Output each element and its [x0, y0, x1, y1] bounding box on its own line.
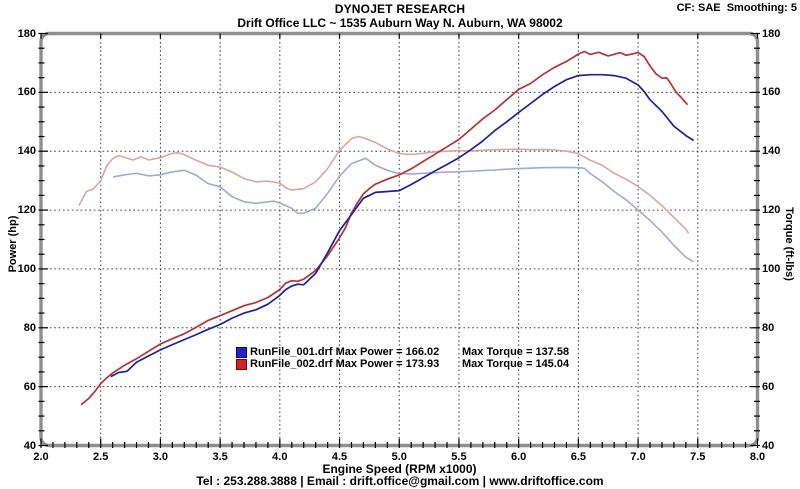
torque-axis-label: Torque (ft-lbs): [783, 207, 795, 281]
x-tick-label: 5.0: [391, 451, 407, 463]
y-tick-label-power: 120: [17, 204, 36, 217]
x-tick-label: 5.5: [451, 451, 467, 463]
y-tick-label-torque: 160: [762, 86, 781, 99]
x-tick-label: 3.0: [152, 451, 169, 463]
correction-smoothing-label: CF: SAE Smoothing: 5: [676, 2, 797, 14]
x-tick-label: 2.5: [93, 451, 109, 463]
y-tick-label-power: 140: [17, 145, 36, 158]
x-tick-label: 6.0: [511, 451, 527, 463]
x-tick-label: 8.0: [749, 451, 766, 463]
x-axis-title: Engine Speed (RPM x1000): [322, 462, 477, 476]
x-tick-label: 6.5: [570, 451, 587, 463]
x-tick-label: 7.0: [630, 451, 646, 463]
shop-address-line: Drift Office LLC ~ 1535 Auburn Way N. Au…: [237, 16, 563, 30]
x-tick-label: 4.5: [331, 451, 348, 463]
y-tick-label-power: 100: [17, 262, 36, 275]
x-tick-label: 4.0: [272, 451, 288, 463]
run1_torque-curve: [113, 157, 694, 263]
y-tick-label-power: 180: [17, 27, 36, 40]
y-tick-label-torque: 180: [762, 27, 781, 40]
page-title: DYNOJET RESEARCH: [334, 2, 466, 16]
run1-color-swatch-icon: [236, 346, 247, 358]
x-tick-label: 7.5: [690, 451, 706, 463]
y-tick-label-power: 40: [23, 439, 36, 452]
y-tick-label-power: 60: [23, 380, 36, 393]
run2-max-power-label: RunFile_002.drf Max Power = 173.93: [250, 358, 440, 370]
run2-color-swatch-icon: [236, 358, 247, 370]
run1-max-power-label: RunFile_001.drf Max Power = 166.02: [250, 346, 440, 358]
x-tick-label: 2.0: [33, 451, 49, 463]
legend-row: RunFile_001.drf Max Power = 166.02 Max T…: [236, 346, 569, 358]
y-tick-label-power: 160: [17, 86, 36, 99]
run1-max-torque-label: Max Torque = 137.58: [462, 346, 570, 358]
y-tick-label-power: 80: [23, 321, 36, 334]
legend-row: RunFile_002.drf Max Power = 173.93 Max T…: [236, 358, 569, 370]
x-tick-label: 3.5: [212, 451, 228, 463]
y-tick-label-torque: 80: [762, 321, 775, 334]
run1_power-curve: [110, 73, 694, 378]
power-axis-label: Power (hp): [7, 215, 19, 273]
y-tick-label-torque: 60: [762, 380, 775, 393]
contact-footer: Tel : 253.288.3888 | Email : drift.offic…: [196, 474, 604, 488]
run-legend: RunFile_001.drf Max Power = 166.02 Max T…: [236, 346, 569, 370]
y-tick-label-torque: 120: [762, 204, 781, 217]
y-tick-label-torque: 140: [762, 145, 781, 158]
y-tick-label-torque: 40: [762, 439, 775, 452]
run2-max-torque-label: Max Torque = 145.04: [462, 358, 570, 370]
run2_power-curve: [80, 50, 688, 406]
y-tick-label-torque: 100: [762, 262, 781, 275]
run2_torque-curve: [78, 135, 689, 234]
